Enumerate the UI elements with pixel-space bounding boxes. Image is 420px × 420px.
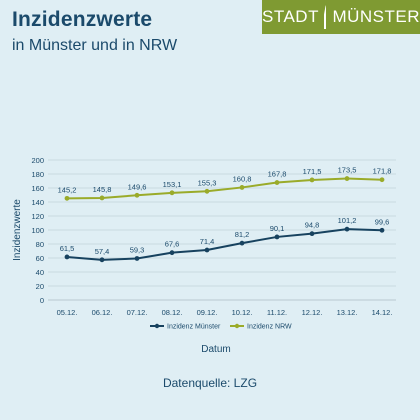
x-tick-label: 11.12. (267, 308, 287, 317)
data-label: 167,8 (268, 170, 287, 179)
data-label: 67,6 (165, 240, 180, 249)
data-point (169, 250, 175, 256)
series-line (66, 177, 383, 200)
legend-label: Inzidenz NRW (247, 324, 292, 331)
y-axis-title: Inzidenzwerte (12, 199, 23, 261)
data-label: 57,4 (95, 247, 110, 256)
data-label: 171,8 (373, 167, 392, 176)
chart-subtitle: in Münster und in NRW (12, 37, 178, 54)
data-label: 101,2 (338, 216, 357, 225)
logo-text-stadt: STADT (262, 7, 319, 26)
data-label: 94,8 (305, 221, 320, 230)
cathedral-icon (323, 5, 328, 29)
legend-marker (154, 323, 160, 329)
x-tick-label: 14.12. (372, 308, 393, 317)
data-label: 145,2 (58, 185, 77, 194)
logo-text-muenster: MÜNSTER (332, 7, 420, 26)
data-point (239, 185, 245, 190)
x-tick-label: 07.12. (127, 308, 148, 317)
x-tick-label: 09.12. (197, 308, 218, 317)
y-tick-label: 80 (36, 240, 44, 249)
data-point (204, 247, 210, 253)
chart-title: Inzidenzwerte (12, 8, 153, 31)
data-point (239, 240, 245, 246)
data-point (379, 227, 385, 233)
y-tick-label: 60 (36, 254, 44, 263)
data-label: 59,3 (130, 245, 145, 254)
series-line (66, 228, 383, 261)
data-label: 90,1 (270, 224, 285, 233)
data-point (309, 231, 315, 237)
data-point (309, 177, 315, 183)
data-point (134, 192, 140, 198)
data-label: 155,3 (198, 178, 217, 187)
data-point (99, 257, 105, 263)
y-tick-label: 120 (31, 212, 44, 221)
x-tick-label: 10.12. (232, 308, 253, 317)
y-tick-label: 20 (36, 282, 44, 291)
data-point (204, 188, 210, 194)
data-label: 61,5 (60, 244, 75, 253)
data-point (169, 190, 175, 196)
data-label: 149,6 (128, 182, 147, 191)
x-tick-label: 12.12. (302, 308, 323, 317)
data-point (134, 256, 140, 261)
y-tick-label: 160 (31, 184, 44, 193)
data-label: 160,8 (233, 174, 252, 183)
data-point (64, 195, 70, 201)
x-tick-label: 06.12. (92, 308, 113, 317)
x-axis-title: Datum (201, 344, 230, 355)
stadt-muenster-logo: STADT MÜNSTER (262, 0, 420, 34)
data-label: 173,5 (338, 166, 357, 175)
data-label: 153,1 (163, 180, 182, 189)
y-tick-label: 140 (31, 198, 44, 207)
data-source: Datenquelle: LZG (162, 376, 258, 390)
x-tick-label: 05.12. (57, 308, 78, 317)
y-tick-label: 0 (40, 296, 44, 305)
data-label: 81,2 (235, 230, 250, 239)
data-label: 71,4 (200, 237, 215, 246)
data-point (379, 177, 385, 183)
data-point (64, 254, 70, 260)
data-point (344, 176, 350, 181)
data-label: 171,5 (303, 167, 322, 176)
x-tick-label: 08.12. (162, 308, 183, 317)
y-tick-label: 180 (31, 170, 44, 179)
data-point (274, 234, 280, 240)
legend-label: Inzidenz Münster (167, 324, 221, 331)
legend-marker (234, 323, 240, 329)
y-tick-label: 200 (31, 156, 44, 165)
data-point (99, 195, 105, 201)
y-tick-label: 100 (31, 226, 44, 235)
x-tick-label: 13.12. (337, 308, 358, 317)
data-point (344, 226, 350, 232)
data-label: 99,6 (375, 217, 390, 226)
data-point (274, 180, 280, 185)
y-tick-label: 40 (36, 268, 44, 277)
data-label: 145,8 (93, 185, 112, 194)
